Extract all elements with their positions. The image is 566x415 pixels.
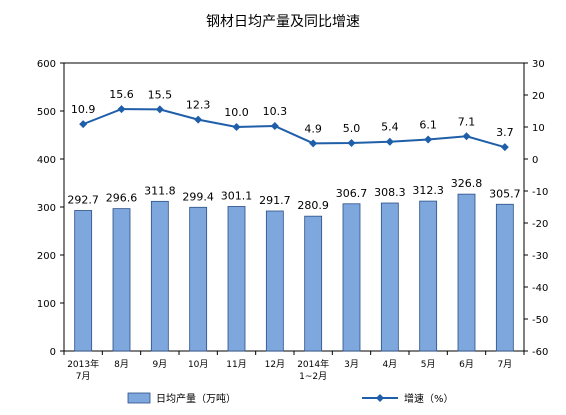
bar-data-label: 291.7 [259, 194, 291, 207]
x-axis-tick-label: 10月 [188, 359, 208, 370]
left-axis-tick-label: 400 [37, 155, 56, 166]
x-axis-tick-label: 2013年 [67, 358, 99, 370]
x-axis-tick-label: 4月 [382, 359, 397, 370]
x-axis-tick-label: 3月 [344, 359, 359, 370]
line-point [309, 139, 318, 148]
x-axis-tick-label: 6月 [459, 359, 474, 370]
bar [265, 210, 284, 352]
line-point [347, 139, 356, 147]
line-point [194, 115, 203, 124]
bar-data-label: 308.3 [374, 186, 406, 199]
left-axis-tick-label: 200 [37, 251, 56, 262]
bar-data-label: 280.9 [297, 199, 329, 212]
line-data-label: 4.9 [304, 122, 322, 135]
right-axis-tick-label: 10 [532, 123, 545, 134]
right-axis-tick-label: -20 [532, 219, 548, 230]
line-data-label: 10.3 [263, 105, 288, 118]
bar [189, 206, 208, 352]
right-axis-tick-label: -40 [532, 283, 548, 294]
x-axis-tick-label: 2014年 [297, 358, 329, 370]
line-data-label: 12.3 [186, 99, 211, 112]
line-point [79, 120, 88, 129]
bar [112, 208, 131, 352]
bar-data-label: 292.7 [67, 194, 99, 207]
legend-line-marker [376, 394, 384, 402]
right-axis-tick-label: -50 [532, 315, 548, 326]
bar-data-label: 326.8 [451, 177, 483, 190]
line-data-label: 6.1 [419, 118, 437, 131]
bar-data-label: 312.3 [412, 184, 444, 197]
bar [304, 215, 323, 352]
line-data-label: 5.0 [343, 122, 361, 135]
legend-bar-swatch [127, 392, 151, 404]
line-data-label: 3.7 [496, 126, 514, 139]
legend-line-label: 增速（%） [404, 392, 454, 405]
line-data-label: 10.0 [224, 106, 249, 119]
line-data-label: 15.6 [109, 88, 134, 101]
bar-data-label: 311.8 [144, 184, 176, 197]
bar [495, 203, 514, 352]
left-axis-tick-label: 600 [37, 59, 56, 70]
line-data-label: 5.4 [381, 121, 399, 134]
line-point [117, 105, 126, 114]
line-data-label: 10.9 [71, 103, 96, 116]
plot-frame [63, 62, 525, 352]
right-axis-tick-label: -60 [532, 347, 548, 358]
left-axis-tick-label: 300 [37, 203, 56, 214]
left-axis-tick-label: 100 [37, 299, 56, 310]
right-axis-tick-label: -10 [532, 187, 548, 198]
bar-data-label: 299.4 [182, 190, 214, 203]
line-point [424, 135, 433, 144]
left-axis-tick-label: 500 [37, 107, 56, 118]
bar [150, 200, 169, 352]
growth-line [82, 108, 506, 149]
legend: 日均产量（万吨） 增速（%） [127, 392, 454, 405]
x-axis-tick-label: 1~2月 [299, 371, 327, 382]
bar [342, 203, 361, 352]
bar [380, 202, 399, 352]
bar-data-label: 301.1 [221, 189, 253, 202]
right-axis-tick-label: -30 [532, 251, 548, 262]
right-axis-tick-label: 20 [532, 91, 545, 102]
line-point [462, 132, 471, 141]
plot-area: 0 100 200 300 400 500 600 -60 -50 -40 -30 -20 -10 0 10… [37, 59, 548, 382]
line-data-label: 15.5 [148, 88, 173, 101]
bar [457, 193, 476, 352]
x-axis-tick-label: 11月 [226, 359, 246, 370]
x-axis-tick-label: 9月 [152, 359, 167, 370]
line-point [232, 123, 241, 131]
line-data-label: 7.1 [458, 115, 476, 128]
line-point [270, 122, 279, 131]
bar [419, 200, 438, 352]
bar-data-label: 296.6 [106, 192, 138, 205]
line-point [155, 105, 164, 114]
right-axis-tick-label: 30 [532, 59, 545, 70]
bar [74, 210, 93, 352]
x-axis-tick-label: 7月 [497, 359, 512, 370]
bar [227, 206, 246, 352]
x-axis-tick-label: 8月 [114, 359, 129, 370]
left-axis-tick-label: 0 [50, 347, 56, 358]
legend-bar-label: 日均产量（万吨） [156, 392, 236, 405]
x-axis-tick-label: 7月 [76, 371, 91, 382]
right-axis-tick-label: 0 [532, 155, 538, 166]
line-point [385, 137, 394, 146]
bar-data-label: 306.7 [336, 187, 368, 200]
x-axis-tick-label: 12月 [265, 359, 285, 370]
chart-title: 钢材日均产量及同比增速 [206, 14, 360, 30]
bar-data-label: 305.7 [489, 187, 521, 200]
x-axis-tick-label: 5月 [421, 359, 436, 370]
line-point [500, 143, 509, 152]
